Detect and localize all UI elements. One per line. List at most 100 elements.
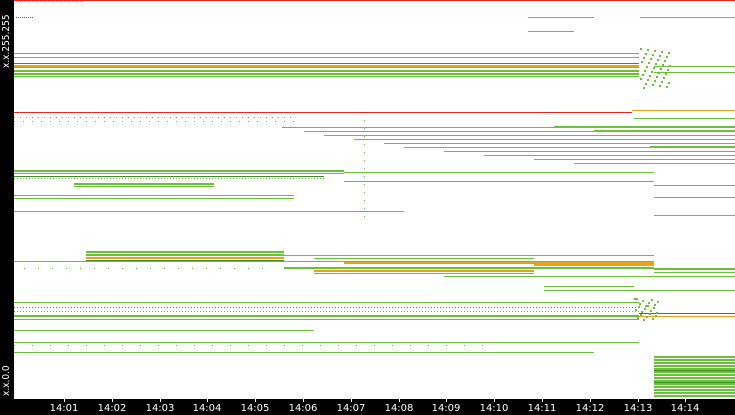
traffic-dot — [71, 307, 72, 308]
traffic-dot — [251, 307, 252, 308]
traffic-dot — [302, 307, 303, 308]
traffic-dot — [158, 345, 159, 346]
traffic-dot — [296, 178, 297, 179]
traffic-streak — [654, 268, 735, 270]
traffic-dot — [374, 307, 375, 308]
traffic-dot — [428, 345, 429, 346]
traffic-dot — [410, 311, 411, 312]
traffic-dot — [50, 117, 51, 118]
time-tick-mark — [351, 399, 352, 402]
traffic-dot — [356, 345, 357, 346]
traffic-dot — [59, 311, 60, 312]
traffic-dot — [236, 311, 237, 312]
traffic-dot — [353, 311, 354, 312]
traffic-dot — [329, 311, 330, 312]
traffic-dot — [275, 311, 276, 312]
traffic-dot — [395, 311, 396, 312]
traffic-dot — [530, 307, 531, 308]
traffic-dot — [332, 307, 333, 308]
traffic-dot — [527, 307, 528, 308]
traffic-dot — [320, 178, 321, 179]
traffic-dot — [509, 311, 510, 312]
traffic-dot — [164, 311, 165, 312]
traffic-dot — [668, 82, 670, 84]
traffic-dot — [350, 311, 351, 312]
traffic-streak — [484, 155, 735, 156]
traffic-dot — [44, 178, 45, 179]
traffic-dot — [158, 311, 159, 312]
traffic-dot — [167, 121, 168, 122]
traffic-dot — [188, 307, 189, 308]
traffic-dot — [221, 307, 222, 308]
traffic-dot — [344, 311, 345, 312]
traffic-streak-medium — [639, 316, 735, 317]
traffic-dot — [596, 307, 597, 308]
time-tick-mark — [590, 399, 591, 402]
traffic-dot — [68, 307, 69, 308]
traffic-dot — [640, 78, 642, 80]
traffic-dot — [668, 52, 670, 54]
traffic-dot — [150, 268, 151, 269]
traffic-dot — [143, 178, 144, 179]
traffic-dot — [146, 178, 147, 179]
traffic-dot — [452, 307, 453, 308]
traffic-dot — [137, 178, 138, 179]
traffic-dot — [599, 311, 600, 312]
traffic-dot — [269, 311, 270, 312]
traffic-dot — [50, 345, 51, 346]
traffic-dot — [20, 311, 21, 312]
traffic-dot — [113, 121, 114, 122]
traffic-dot — [65, 307, 66, 308]
traffic-dot — [572, 311, 573, 312]
traffic-dot — [71, 178, 72, 179]
traffic-dot — [89, 311, 90, 312]
traffic-dot — [65, 178, 66, 179]
traffic-dot — [635, 307, 636, 308]
traffic-dot — [302, 345, 303, 346]
traffic-dot — [651, 299, 653, 301]
traffic-dot — [152, 117, 153, 118]
traffic-dot — [657, 301, 659, 303]
traffic-dot — [62, 311, 63, 312]
traffic-dot — [293, 307, 294, 308]
traffic-dot — [257, 121, 258, 122]
traffic-dot — [167, 307, 168, 308]
traffic-streak — [284, 267, 654, 269]
traffic-dot — [524, 307, 525, 308]
traffic-dot — [497, 311, 498, 312]
traffic-dot — [98, 307, 99, 308]
traffic-dot — [191, 311, 192, 312]
traffic-dot — [587, 311, 588, 312]
traffic-dot — [266, 121, 267, 122]
traffic-dot — [44, 311, 45, 312]
traffic-dot — [362, 311, 363, 312]
traffic-dot — [239, 121, 240, 122]
traffic-dot — [645, 83, 647, 85]
traffic-dot — [206, 117, 207, 118]
traffic-dot — [386, 307, 387, 308]
traffic-dot — [158, 307, 159, 308]
traffic-dot — [611, 307, 612, 308]
traffic-dot — [521, 311, 522, 312]
traffic-dot — [524, 311, 525, 312]
traffic-dot — [137, 307, 138, 308]
traffic-dot-medium — [38, 1, 39, 2]
traffic-streak — [594, 130, 735, 132]
traffic-dot — [155, 178, 156, 179]
traffic-dot — [308, 311, 309, 312]
traffic-dot — [644, 308, 646, 310]
traffic-dot — [646, 316, 648, 318]
traffic-dot — [386, 311, 387, 312]
traffic-dot — [94, 268, 95, 269]
traffic-dot — [152, 178, 153, 179]
traffic-dot — [59, 178, 60, 179]
traffic-dot-medium — [50, 1, 51, 2]
traffic-dot — [383, 311, 384, 312]
traffic-streak — [654, 66, 735, 67]
traffic-dot — [182, 117, 183, 118]
traffic-dot — [242, 117, 243, 118]
traffic-streak-medium — [14, 65, 639, 67]
traffic-streak — [654, 395, 735, 397]
traffic-streak — [14, 330, 314, 331]
traffic-dot — [651, 71, 653, 73]
